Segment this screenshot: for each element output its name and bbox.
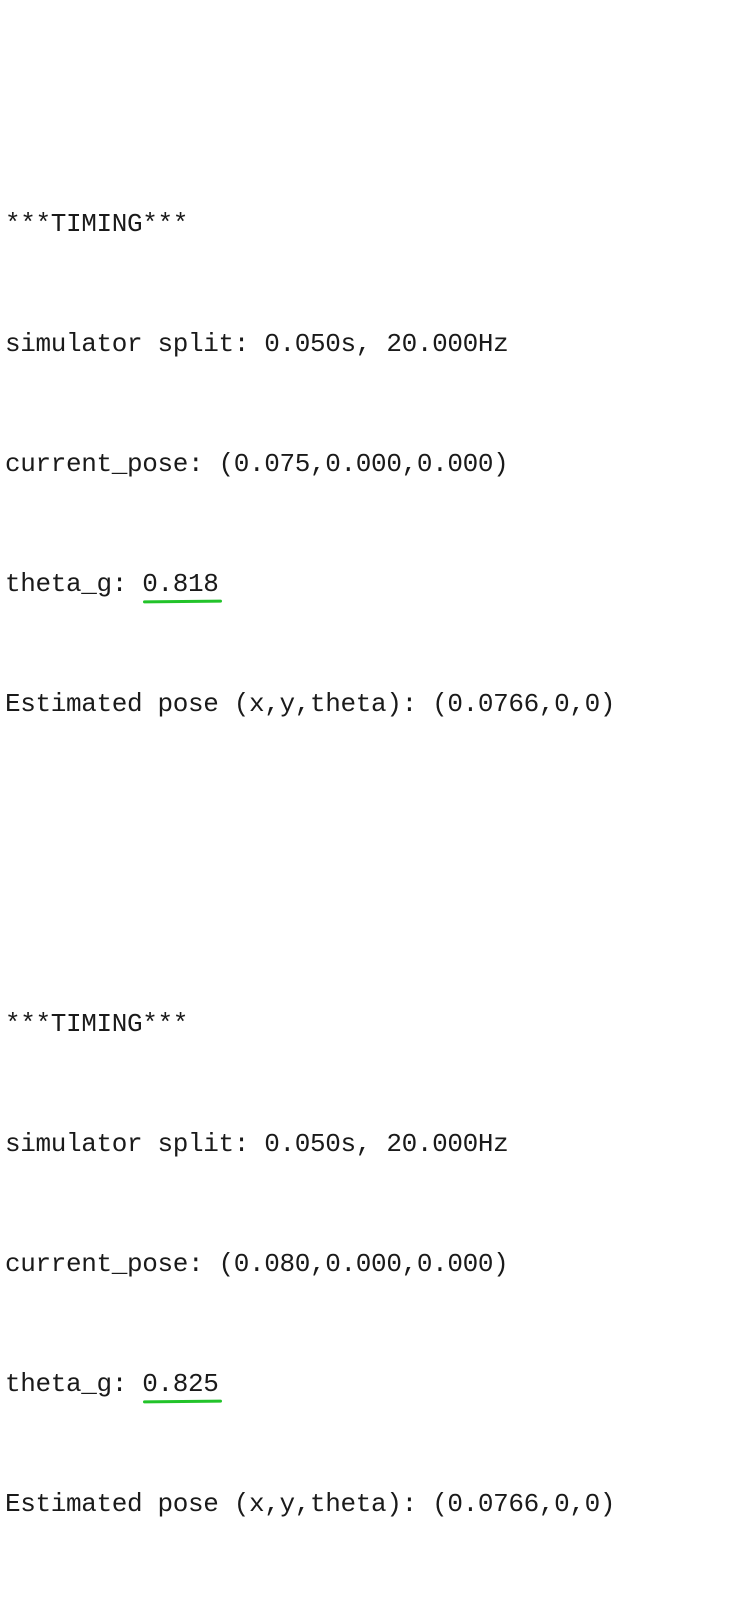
theta-g-line: theta_g: 0.818 <box>5 564 737 604</box>
simulator-split-line: simulator split: 0.050s, 20.000Hz <box>5 1129 509 1159</box>
theta-g-value-underlined: 0.825 <box>142 1364 219 1404</box>
estimated-pose-line: Estimated pose (x,y,theta): (0.0766,0,0) <box>5 689 616 719</box>
theta-g-line: theta_g: 0.825 <box>5 1364 737 1404</box>
theta-g-value-underlined: 0.818 <box>142 564 219 604</box>
current-pose-line: current_pose: (0.080,0.000,0.000) <box>5 1249 509 1279</box>
theta-g-label: theta_g: <box>5 569 143 599</box>
timing-header: ***TIMING*** <box>5 209 189 239</box>
timing-header: ***TIMING*** <box>5 1009 189 1039</box>
log-block: ***TIMING*** simulator split: 0.050s, 20… <box>5 124 737 804</box>
console-output: ***TIMING*** simulator split: 0.050s, 20… <box>5 4 737 1614</box>
current-pose-line: current_pose: (0.075,0.000,0.000) <box>5 449 509 479</box>
theta-g-label: theta_g: <box>5 1369 143 1399</box>
simulator-split-line: simulator split: 0.050s, 20.000Hz <box>5 329 509 359</box>
estimated-pose-line: Estimated pose (x,y,theta): (0.0766,0,0) <box>5 1489 616 1519</box>
log-block: ***TIMING*** simulator split: 0.050s, 20… <box>5 924 737 1604</box>
